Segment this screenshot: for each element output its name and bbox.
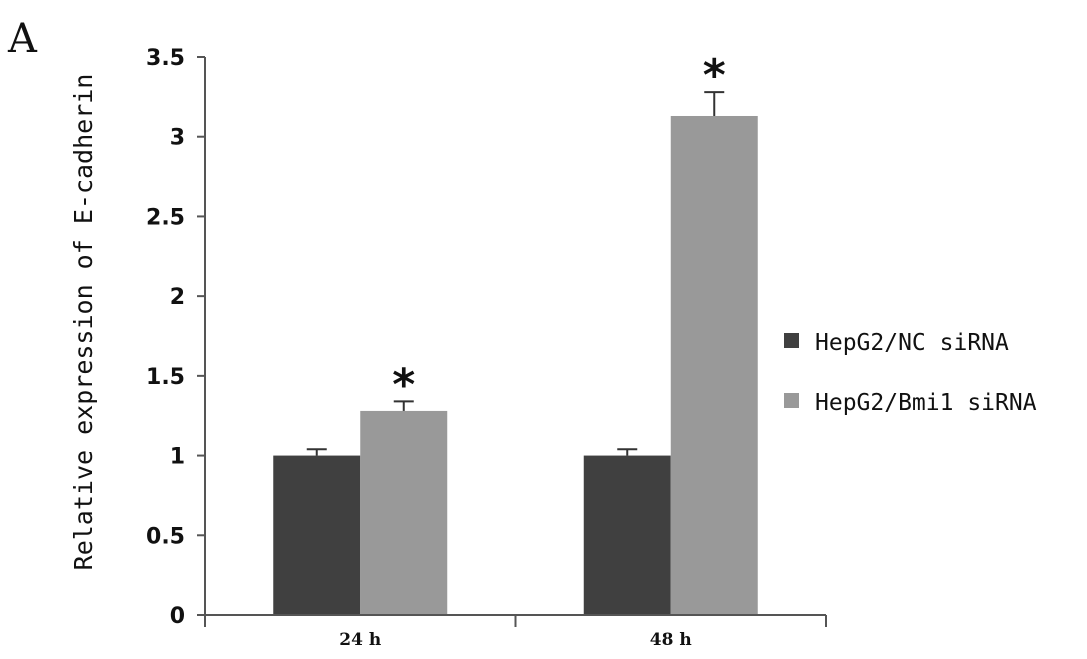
- y-axis-label: Relative expression of E-cadherin: [69, 74, 98, 571]
- panel-label: A: [7, 16, 38, 62]
- y-tick-label: 1: [170, 445, 185, 470]
- bar-48h-series-1: [670, 115, 758, 615]
- legend-swatch-bmi1-sirna: [784, 393, 799, 408]
- y-tick-label: 1.5: [146, 365, 185, 390]
- y-axis-ticks: 0 0.5 1 1.5 2 2.5 3 3.5: [146, 46, 205, 629]
- x-tick-label: 48 h: [650, 630, 692, 650]
- y-tick-label: 0: [170, 604, 185, 629]
- legend-swatch-nc-sirna: [784, 333, 799, 348]
- x-axis-ticks: 24 h 48 h: [204, 615, 827, 650]
- significance-annotations: **: [392, 50, 726, 410]
- legend: HepG2/NC siRNA HepG2/Bmi1 siRNA: [784, 330, 1037, 416]
- y-tick-label: 2.5: [146, 205, 185, 230]
- y-tick-label: 3.5: [146, 46, 185, 71]
- y-tick-label: 0.5: [146, 524, 185, 549]
- error-bars: [306, 91, 725, 456]
- legend-label-nc-sirna: HepG2/NC siRNA: [815, 330, 1009, 356]
- bar-24h-series-0: [273, 455, 361, 615]
- legend-label-bmi1-sirna: HepG2/Bmi1 siRNA: [815, 390, 1037, 416]
- y-tick-label: 2: [170, 285, 185, 310]
- bars: [273, 115, 758, 615]
- significance-star: *: [392, 359, 415, 410]
- bar-24h-series-1: [360, 410, 448, 615]
- x-tick-label: 24 h: [339, 630, 381, 650]
- significance-star: *: [703, 50, 726, 101]
- y-tick-label: 3: [170, 126, 185, 151]
- bar-48h-series-0: [583, 455, 671, 615]
